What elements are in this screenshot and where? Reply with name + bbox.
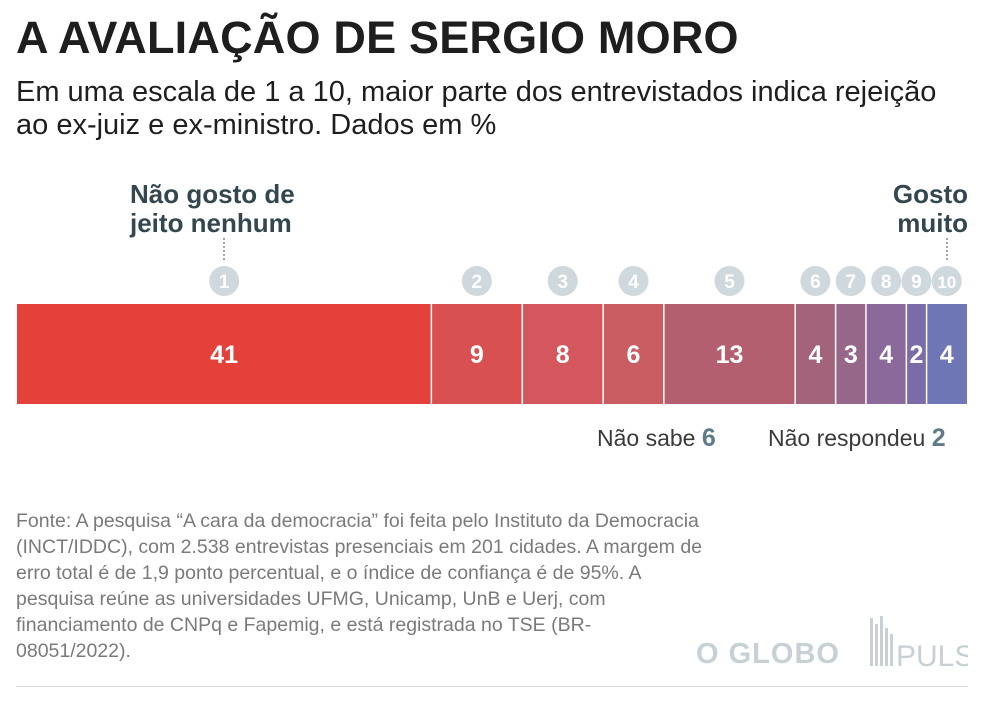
- scale-marker-label: 9: [911, 272, 922, 293]
- chart-title: A AVALIAÇÃO DE SERGIO MORO: [16, 12, 739, 63]
- bar-value-label: 13: [716, 341, 744, 369]
- scale-marker: [714, 266, 745, 296]
- dont-know-label: Não sabe 6: [597, 424, 716, 453]
- bar-segment-3: [522, 304, 604, 404]
- bar-segment-8: [865, 304, 907, 404]
- scale-marker: [835, 266, 866, 296]
- no-answer-text: Não respondeu: [768, 425, 926, 451]
- scale-marker-label: 6: [810, 272, 821, 293]
- scale-marker: [871, 266, 902, 296]
- scale-marker: [901, 266, 932, 296]
- bar-value-label: 4: [808, 341, 822, 369]
- bar-segment-10: [926, 304, 967, 404]
- o-globo-logo: O GLOBO: [696, 638, 840, 670]
- scale-marker-label: 4: [628, 272, 639, 293]
- scale-marker: [800, 266, 831, 296]
- source-note: Fonte: A pesquisa “A cara da democracia”…: [16, 510, 703, 662]
- chart-subtitle: Em uma escala de 1 a 10, maior parte dos…: [16, 76, 937, 141]
- scale-high-pointer: [946, 238, 948, 260]
- bar-value-label: 8: [556, 341, 570, 369]
- bar-value-label: 2: [910, 341, 924, 369]
- bar-value-label: 3: [844, 341, 858, 369]
- bar-value-label: 4: [879, 341, 893, 369]
- bar-segment-2: [431, 304, 523, 404]
- pulso-logo-text: PULSO: [896, 640, 968, 672]
- bar-value-label: 41: [210, 341, 238, 369]
- scale-marker-label: 7: [845, 272, 856, 293]
- stacked-bar-chart: 41 1 9 2 8 3 6 4 13 5 4 6 3 7 4 8 2 9 4 10: [17, 266, 967, 404]
- bar-value-label: 9: [470, 341, 484, 369]
- dont-know-text: Não sabe: [597, 425, 696, 451]
- scale-marker-label: 3: [557, 272, 568, 293]
- scale-marker: [209, 266, 240, 296]
- bottom-divider: [16, 686, 968, 687]
- scale-high-label-line1: Gosto: [892, 179, 968, 209]
- bar-segment-1: [17, 304, 432, 404]
- scale-marker: [618, 266, 649, 296]
- scale-marker-label: 10: [937, 273, 956, 292]
- bar-segment-9: [906, 304, 927, 404]
- scale-low-label: Não gosto de jeito nenhum: [130, 180, 295, 238]
- scale-high-label: Gosto muito: [893, 180, 968, 238]
- scale-high-label-line2: muito: [897, 208, 968, 238]
- scale-marker: [547, 266, 578, 296]
- scale-marker-label: 8: [881, 272, 892, 293]
- scale-marker-label: 5: [724, 272, 735, 293]
- bar-segment-5: [663, 304, 796, 404]
- scale-low-label-line1: Não gosto de: [130, 179, 295, 209]
- bar-value-label: 6: [627, 341, 641, 369]
- no-answer-label: Não respondeu 2: [768, 424, 946, 453]
- dont-know-value: 6: [701, 424, 716, 452]
- bar-segment-6: [795, 304, 836, 404]
- pulso-logo-mark: [870, 616, 893, 666]
- scale-marker: [931, 266, 962, 296]
- pulso-logo: PULSO: [870, 616, 968, 672]
- no-answer-value: 2: [931, 424, 946, 452]
- scale-low-pointer: [223, 238, 225, 260]
- bar-segment-7: [835, 304, 866, 404]
- scale-marker-label: 1: [219, 272, 230, 293]
- scale-low-label-line2: jeito nenhum: [130, 208, 292, 238]
- scale-marker-label: 2: [472, 272, 483, 293]
- bar-segment-4: [603, 304, 664, 404]
- bar-value-label: 4: [940, 341, 954, 369]
- scale-marker: [461, 266, 492, 296]
